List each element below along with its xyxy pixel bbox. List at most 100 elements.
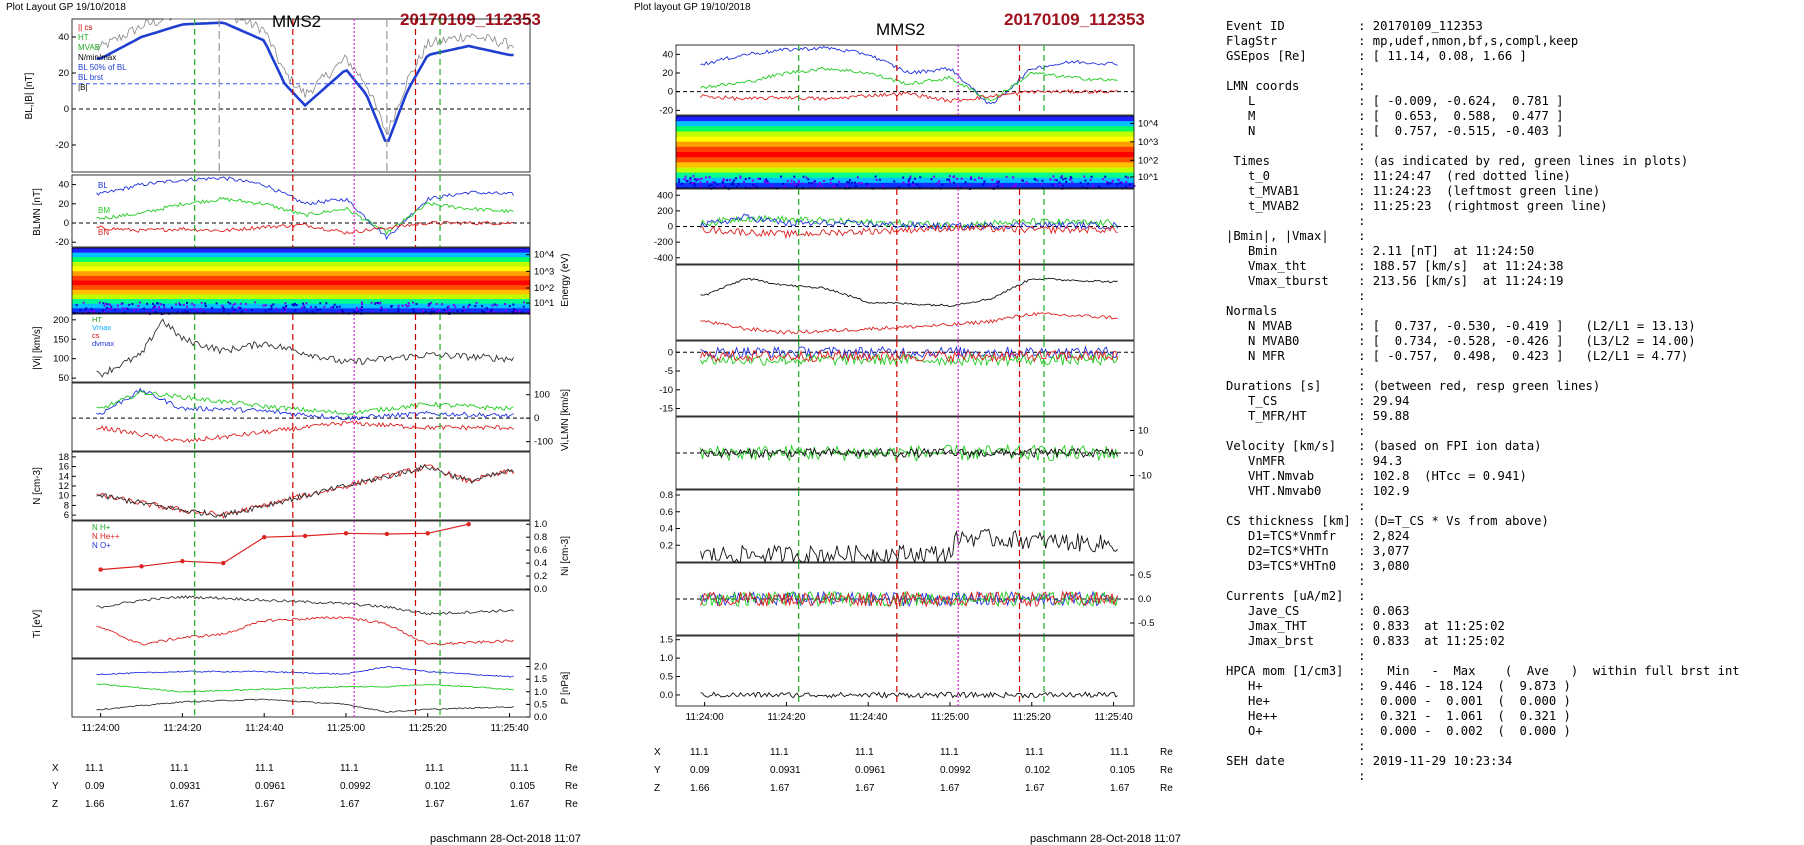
heatmap-speck — [131, 302, 134, 305]
heatmap-speck — [1098, 185, 1101, 188]
heatmap-speck — [692, 175, 695, 178]
heatmap-speck — [401, 304, 404, 307]
y-tick-label: 1.0 — [660, 653, 673, 664]
info-line: N MVAB : [ 0.737, -0.530, -0.419 ] (L2/L… — [1226, 319, 1696, 333]
heatmap-speck — [311, 310, 314, 313]
heatmap-speck — [332, 306, 335, 309]
heatmap-speck — [782, 182, 785, 185]
event-info-panel: Event ID : 20170109_112353 FlagStr : mp,… — [1226, 19, 1740, 784]
y-tick-label: 2.0 — [534, 662, 547, 673]
heatmap-speck — [186, 311, 189, 314]
y-tick-label: 20 — [58, 68, 69, 79]
heatmap-speck — [763, 180, 766, 183]
y-tick-label: -20 — [55, 237, 69, 248]
heatmap-speck — [1116, 182, 1119, 185]
ni-trace — [96, 464, 514, 519]
info-line: D1=TCS*Vnmfr : 2,824 — [1226, 529, 1410, 543]
y-tick-label: 0 — [64, 218, 69, 229]
heatmap-speck — [810, 182, 813, 185]
heatmap-speck — [153, 306, 156, 309]
legend-item: BL brst — [78, 73, 104, 82]
heatmap-speck — [1089, 178, 1092, 181]
heatmap-speck — [704, 176, 707, 179]
legend-item: N/min/max — [78, 53, 116, 62]
heatmap-speck — [82, 301, 85, 304]
vm-trace — [96, 390, 514, 416]
heatmap-speck — [491, 304, 494, 307]
y-tick-label: 0.8 — [534, 532, 547, 543]
panel-frame — [675, 264, 1135, 341]
heatmap-speck — [319, 308, 322, 311]
bm-lmn-trace — [96, 196, 514, 236]
heatmap-speck — [805, 176, 808, 179]
heatmap-speck — [133, 309, 136, 312]
info-line: VHT.Nmvab0 : 102.9 — [1226, 484, 1410, 498]
heatmap-speck — [227, 301, 230, 304]
info-line: Event ID : 20170109_112353 — [1226, 19, 1483, 33]
info-line: : — [1226, 289, 1366, 303]
heatmap-speck — [1036, 179, 1039, 182]
heatmap-band — [676, 121, 1134, 127]
heatmap-speck — [102, 302, 105, 305]
heatmap-speck — [898, 186, 901, 189]
heatmap-speck — [765, 178, 768, 181]
heatmap-speck — [1001, 184, 1004, 187]
heatmap-speck — [964, 181, 967, 184]
y-tick-label: 0.5 — [534, 699, 547, 710]
heatmap-speck — [461, 309, 464, 312]
t-perp-trace — [96, 616, 514, 646]
x-tick-label: 11:24:00 — [686, 712, 725, 723]
heatmap-speck — [109, 303, 112, 306]
heatmap-speck — [417, 308, 420, 311]
y-tick-label: 400 — [657, 190, 673, 201]
heatmap-speck — [124, 307, 127, 310]
mid-pos-cell: 1.67 — [940, 783, 960, 794]
left-pos-cell: 0.102 — [425, 781, 451, 792]
heatmap-speck — [378, 302, 381, 305]
heatmap-speck — [1011, 185, 1014, 188]
heatmap-speck — [853, 181, 856, 184]
heatmap-speck — [786, 180, 789, 183]
heatmap-speck — [155, 302, 158, 305]
heatmap-speck — [725, 179, 728, 182]
heatmap-speck — [902, 181, 905, 184]
y-tick-label: 10^3 — [534, 266, 554, 277]
heatmap-speck — [121, 307, 124, 310]
left-pos-unit: Re — [565, 781, 578, 792]
heatmap-band — [72, 299, 530, 305]
heatmap-speck — [163, 306, 166, 309]
y-tick-label: 10^1 — [1138, 172, 1158, 183]
heatmap-speck — [1061, 175, 1064, 178]
heatmap-speck — [734, 177, 737, 180]
heatmap-speck — [995, 180, 998, 183]
heatmap-speck — [724, 185, 727, 188]
heatmap-speck — [893, 180, 896, 183]
heatmap-speck — [283, 310, 286, 313]
heatmap-speck — [854, 185, 857, 188]
heatmap-speck — [283, 308, 286, 311]
mid-pos-cell: 11.1 — [770, 747, 789, 758]
heatmap-speck — [234, 302, 237, 305]
info-line: : — [1226, 214, 1366, 228]
heatmap-speck — [193, 307, 196, 310]
heatmap-speck — [816, 185, 819, 188]
left-pos-row-label: X — [52, 763, 59, 774]
heatmap-speck — [270, 305, 273, 308]
heatmap-speck — [160, 303, 163, 306]
y-tick-label: 100 — [534, 390, 550, 401]
y-tick-label: 0.4 — [534, 558, 547, 569]
heatmap-speck — [685, 179, 688, 182]
heatmap-speck — [493, 303, 496, 306]
heatmap-speck — [846, 181, 849, 184]
y-tick-label: 0 — [534, 413, 539, 424]
heatmap-speck — [1065, 180, 1068, 183]
heatmap-speck — [325, 302, 328, 305]
left-p6-ylabel: N [cm-3] — [32, 467, 43, 505]
heatmap-speck — [1062, 178, 1065, 181]
pi-trace — [96, 683, 514, 693]
y-tick-label: 0.2 — [534, 571, 547, 582]
heatmap-speck — [431, 307, 434, 310]
heatmap-speck — [527, 310, 530, 313]
heatmap-speck — [829, 178, 832, 181]
heatmap-speck — [707, 184, 710, 187]
